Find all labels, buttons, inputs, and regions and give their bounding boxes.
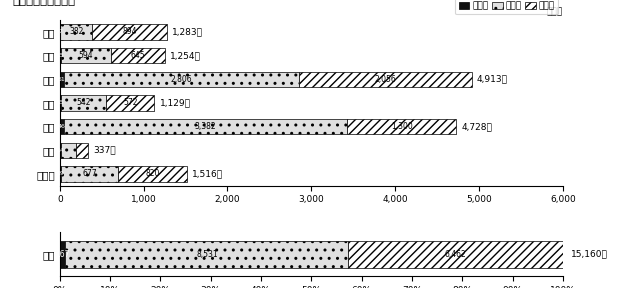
Bar — [348, 241, 563, 268]
Text: 1,254人: 1,254人 — [170, 51, 201, 60]
Bar — [60, 166, 62, 182]
Text: 15,160人: 15,160人 — [571, 250, 608, 259]
Text: 19: 19 — [57, 171, 65, 177]
Text: 2,806: 2,806 — [171, 75, 192, 84]
Text: 8,531: 8,531 — [196, 250, 218, 259]
Bar — [75, 143, 88, 158]
Text: 6,462: 6,462 — [445, 250, 467, 259]
Bar — [299, 72, 472, 87]
Text: 542: 542 — [77, 98, 91, 107]
Text: 167: 167 — [55, 250, 70, 259]
Bar — [60, 143, 61, 158]
Text: 1,283人: 1,283人 — [172, 27, 203, 37]
Text: 3,382: 3,382 — [194, 122, 216, 131]
Text: 820: 820 — [145, 169, 160, 179]
Text: 4,913人: 4,913人 — [477, 75, 508, 84]
Text: 894: 894 — [123, 27, 137, 37]
Bar — [62, 166, 118, 182]
Bar — [106, 95, 155, 111]
Text: 594: 594 — [79, 51, 93, 60]
Text: 46: 46 — [58, 124, 65, 129]
Text: 51: 51 — [58, 77, 66, 82]
Bar — [61, 95, 106, 111]
Legend: 進学者, 就職者, その他: 進学者, 就職者, その他 — [455, 0, 559, 14]
Text: 2,056: 2,056 — [375, 75, 396, 84]
Text: （人）: （人） — [547, 7, 563, 16]
Bar — [118, 166, 187, 182]
Bar — [60, 95, 61, 111]
Text: 7: 7 — [58, 29, 62, 35]
Bar — [64, 72, 299, 87]
Text: 大学院（博士課程）: 大学院（博士課程） — [12, 0, 75, 7]
Text: 572: 572 — [123, 98, 138, 107]
Bar — [61, 143, 75, 158]
Bar — [61, 48, 111, 63]
Bar — [60, 48, 61, 63]
Text: 4,728人: 4,728人 — [461, 122, 492, 131]
Bar — [64, 119, 347, 134]
Bar — [92, 24, 167, 40]
Text: 15: 15 — [57, 53, 64, 58]
Bar — [60, 119, 64, 134]
Text: 337人: 337人 — [93, 146, 116, 155]
Bar — [347, 119, 456, 134]
Bar — [60, 241, 65, 268]
Bar — [60, 72, 64, 87]
Text: 14: 14 — [57, 148, 64, 153]
Text: 1,516人: 1,516人 — [192, 169, 223, 179]
Text: 1,300: 1,300 — [391, 122, 413, 131]
Text: 15: 15 — [57, 101, 64, 105]
Text: 1,129人: 1,129人 — [160, 98, 191, 107]
Bar — [65, 241, 348, 268]
Text: 382: 382 — [69, 27, 84, 37]
Bar — [60, 24, 92, 40]
Bar — [111, 48, 165, 63]
Text: 645: 645 — [131, 51, 145, 60]
Text: 677: 677 — [82, 169, 97, 179]
